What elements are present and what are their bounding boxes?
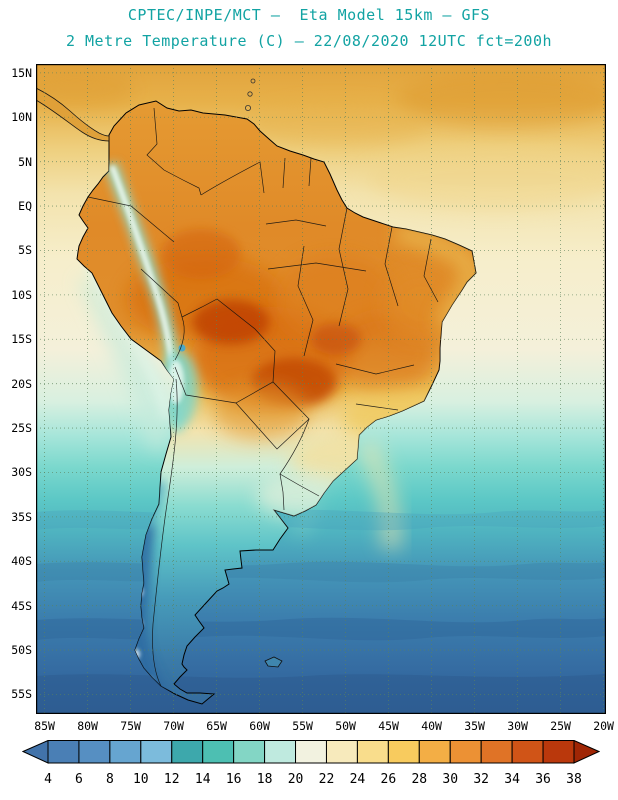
colorbar-tick-label: 4 bbox=[44, 772, 52, 787]
lon-tick-label: 65W bbox=[206, 719, 227, 733]
colorbar-segment bbox=[480, 740, 513, 764]
central-america-isthmus bbox=[36, 87, 110, 142]
lat-tick-label: 15S bbox=[11, 332, 32, 347]
colorbar-arrow-left bbox=[22, 740, 49, 764]
colorbar-segment bbox=[449, 740, 482, 764]
colorbar-segment bbox=[78, 740, 111, 764]
lon-tick-label: 55W bbox=[292, 719, 313, 733]
map-title-line2: 2 Metre Temperature (C) – 22/08/2020 12U… bbox=[65, 32, 553, 50]
colorbar-svg: 4 6 8 10 12 14 16 18 20 22 24 26 28 30 32 34 36 38 bbox=[22, 740, 600, 787]
colorbar-tick-label: 6 bbox=[75, 772, 83, 787]
lat-tick-label: 10S bbox=[11, 287, 32, 302]
lat-tick-label: 30S bbox=[11, 465, 32, 480]
colorbar-segment bbox=[295, 740, 327, 764]
lon-tick-label: 20W bbox=[593, 719, 614, 733]
colorbar-tick-label: 12 bbox=[164, 772, 180, 787]
country-borders bbox=[87, 107, 439, 687]
temperature-map-svg bbox=[36, 64, 606, 714]
lat-tick-label: 50S bbox=[11, 643, 32, 658]
colorbar-tick-label: 32 bbox=[473, 772, 489, 787]
colorbar-tick-label: 24 bbox=[350, 772, 366, 787]
lon-tick-label: 85W bbox=[34, 719, 55, 733]
colorbar-segment bbox=[418, 740, 451, 764]
colorbar-segment bbox=[264, 740, 297, 764]
lon-tick-label: 75W bbox=[120, 719, 141, 733]
colorbar-segment bbox=[511, 740, 544, 764]
lon-tick-label: 80W bbox=[77, 719, 98, 733]
colorbar-segment bbox=[233, 740, 266, 764]
trinidad-island bbox=[244, 105, 251, 112]
colorbar-segment bbox=[109, 740, 142, 764]
lat-tick-label: 40S bbox=[11, 554, 32, 569]
colorbar-tick-label: 14 bbox=[195, 772, 211, 787]
map-plot-area bbox=[36, 64, 606, 714]
lon-tick-label: 25W bbox=[550, 719, 571, 733]
falkland-islands bbox=[264, 656, 283, 668]
colorbar-segment bbox=[202, 740, 235, 764]
lon-tick-label: 35W bbox=[464, 719, 485, 733]
lat-tick-label: 5N bbox=[18, 154, 32, 169]
colorbar-tick-label: 18 bbox=[257, 772, 273, 787]
lat-tick-label: 35S bbox=[11, 509, 32, 524]
colorbar-tick-label: 26 bbox=[381, 772, 397, 787]
colorbar-tick-label: 38 bbox=[566, 772, 582, 787]
lat-tick-label: 15N bbox=[11, 65, 32, 80]
lon-tick-label: 40W bbox=[421, 719, 442, 733]
colorbar-tick-label: 36 bbox=[535, 772, 551, 787]
grid-lines bbox=[36, 64, 606, 714]
lat-tick-label: 5S bbox=[18, 243, 32, 258]
colorbar-tick-label: 16 bbox=[226, 772, 242, 787]
lon-tick-label: 50W bbox=[335, 719, 356, 733]
colorbar-tick-label: 30 bbox=[442, 772, 458, 787]
colorbar-segment bbox=[356, 740, 389, 764]
colorbar-tick-label: 34 bbox=[504, 772, 520, 787]
lat-tick-label: EQ bbox=[18, 199, 32, 214]
colorbar-tick-label: 8 bbox=[106, 772, 114, 787]
lon-tick-label: 70W bbox=[163, 719, 184, 733]
map-title-line1: CPTEC/INPE/MCT – Eta Model 15km – GFS bbox=[127, 6, 491, 24]
lat-tick-label: 55S bbox=[11, 687, 32, 702]
colorbar-tick-label: 22 bbox=[319, 772, 335, 787]
colorbar-tick-label: 20 bbox=[288, 772, 304, 787]
colorbar-tick-label: 28 bbox=[411, 772, 427, 787]
colorbar-segment bbox=[542, 740, 575, 764]
lon-tick-label: 45W bbox=[378, 719, 399, 733]
colorbar-segment bbox=[47, 740, 80, 764]
colorbar-segment bbox=[325, 740, 358, 764]
lon-tick-label: 60W bbox=[249, 719, 270, 733]
colorbar-segment bbox=[171, 740, 204, 764]
lon-tick-label: 30W bbox=[507, 719, 528, 733]
colorbar-segment bbox=[387, 740, 420, 764]
colorbar-tick-label: 10 bbox=[133, 772, 149, 787]
colorbar-arrow-right bbox=[573, 740, 600, 764]
lat-tick-label: 10N bbox=[11, 110, 32, 125]
lat-tick-label: 20S bbox=[11, 376, 32, 391]
islands-layer bbox=[36, 78, 283, 668]
lat-tick-label: 25S bbox=[11, 421, 32, 436]
colorbar-segment bbox=[140, 740, 173, 764]
lat-tick-label: 45S bbox=[11, 598, 32, 613]
map-frame bbox=[36, 64, 606, 714]
